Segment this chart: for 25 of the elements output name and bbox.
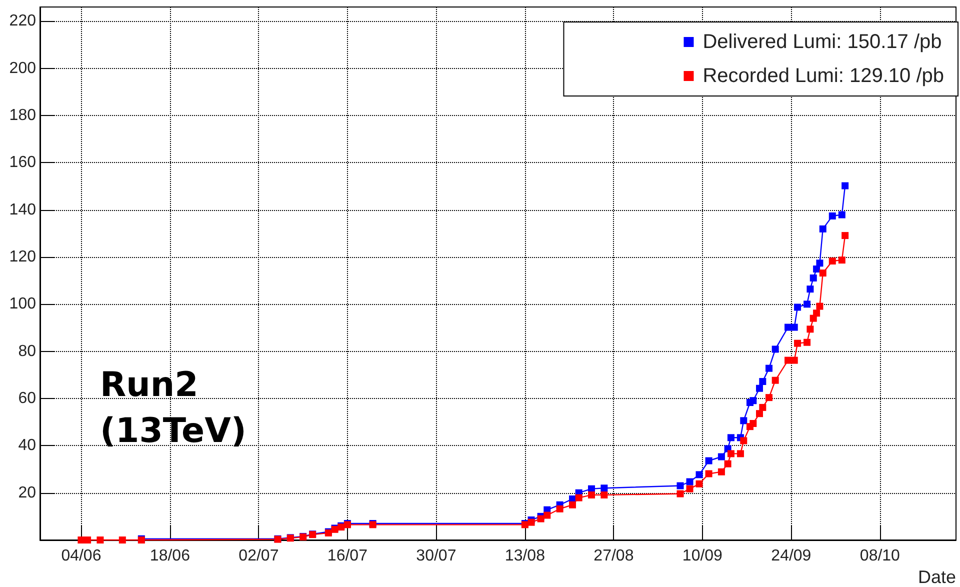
y-tick-label: 200 [9,60,36,77]
x-tick-label: 10/09 [682,548,723,564]
y-tick-label: 100 [9,296,36,313]
legend-label: Delivered Lumi: 150.17 /pb [702,31,942,53]
x-tick-label: 18/06 [150,548,190,564]
y-tick-label: 120 [9,248,36,266]
x-tick-label: 27/08 [594,548,634,564]
x-tick-label: 04/06 [61,548,102,564]
x-tick-label: 13/08 [504,548,546,564]
x-tick-label: 08/10 [860,548,900,564]
y-tick-label: 40 [18,437,36,454]
y-tick-label: 80 [18,342,36,360]
x-tick-label: 24/09 [771,548,812,564]
x-tick-label: 30/07 [416,548,456,564]
y-tick-label: 160 [9,154,36,172]
x-axis-title: Date [918,567,956,587]
annotation: Run2 (13TeV) [100,364,246,453]
y-tick-label: 180 [9,106,36,124]
y-tick-label: 60 [18,390,36,407]
y-tick-label: 140 [9,201,36,218]
x-tick-label: 02/07 [238,548,279,564]
x-tick-label: 16/07 [327,548,368,564]
y-tick-label: 20 [18,484,36,502]
y-tick-label: 220 [9,12,36,30]
legend-label: Recorded Lumi: 129.10 /pb [702,65,944,87]
